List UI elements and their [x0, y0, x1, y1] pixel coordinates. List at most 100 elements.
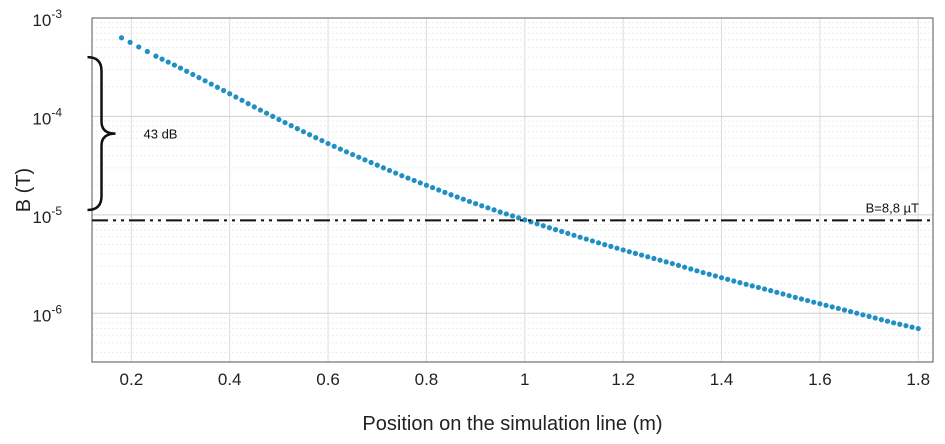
- y-tick-label: 10-4: [32, 105, 62, 128]
- reference-line-group: B=8,8 µT: [92, 200, 933, 222]
- data-point: [405, 175, 411, 181]
- data-point: [460, 196, 466, 202]
- plot-frame: [91, 17, 934, 363]
- data-point: [214, 84, 221, 90]
- data-point: [626, 249, 632, 255]
- data-point: [608, 243, 614, 249]
- data-point: [282, 119, 288, 126]
- data-point: [350, 151, 356, 158]
- x-tick-label: 1.6: [808, 370, 832, 389]
- data-point: [196, 75, 202, 81]
- data-point: [491, 207, 497, 213]
- data-point: [448, 192, 454, 198]
- reference-line-label: B=8,8 µT: [866, 200, 919, 215]
- data-point: [171, 62, 177, 68]
- data-point: [700, 269, 706, 276]
- data-point: [239, 97, 245, 103]
- data-point: [251, 104, 257, 110]
- data-point: [386, 167, 393, 174]
- data-point: [127, 39, 133, 45]
- data-point: [118, 35, 125, 41]
- data-point: [663, 259, 669, 265]
- data-point: [682, 264, 688, 270]
- data-point: [380, 165, 386, 171]
- data-point: [651, 255, 657, 262]
- data-point: [417, 180, 423, 186]
- x-tick-label: 1.8: [906, 370, 930, 389]
- data-point: [540, 223, 546, 229]
- data-point: [909, 324, 915, 330]
- data-point: [429, 185, 436, 191]
- data-point: [718, 275, 725, 281]
- y-tick-label: 10-6: [32, 302, 62, 325]
- x-tick-label: 0.2: [120, 370, 144, 389]
- y-tick-label: 10-3: [32, 7, 62, 30]
- data-point: [257, 107, 264, 113]
- x-tick-label: 1: [520, 370, 529, 389]
- data-point: [485, 205, 491, 211]
- data-point: [565, 230, 571, 237]
- data-point: [534, 221, 540, 227]
- data-point: [208, 81, 214, 87]
- data-point: [835, 305, 841, 312]
- data-point: [423, 182, 430, 188]
- data-point: [337, 146, 343, 152]
- data-point: [325, 140, 331, 147]
- data-point: [589, 238, 596, 244]
- data-point: [571, 232, 577, 238]
- data-point: [725, 276, 731, 282]
- x-axis-label: Position on the simulation line (m): [362, 413, 662, 435]
- data-point: [479, 203, 485, 209]
- data-point: [411, 177, 417, 184]
- data-series: [118, 35, 921, 332]
- x-tick-label: 0.8: [415, 370, 439, 389]
- data-point: [860, 312, 866, 318]
- data-point: [442, 189, 448, 195]
- data-point: [694, 268, 700, 274]
- data-point: [786, 293, 792, 299]
- data-point: [731, 278, 737, 284]
- data-point: [755, 284, 762, 291]
- data-point: [343, 149, 350, 155]
- data-point: [583, 236, 589, 242]
- data-point: [645, 254, 651, 260]
- data-point: [884, 318, 891, 324]
- data-point: [159, 56, 165, 62]
- data-point: [552, 227, 559, 233]
- data-point: [331, 143, 337, 149]
- data-point: [184, 68, 190, 74]
- data-point: [577, 234, 583, 240]
- y-tick-label: 10-5: [32, 204, 62, 227]
- data-point: [374, 162, 380, 168]
- data-point: [300, 129, 307, 135]
- data-point: [546, 225, 552, 231]
- data-point: [436, 187, 442, 193]
- data-point: [245, 101, 251, 107]
- data-point: [657, 257, 663, 263]
- data-point: [841, 307, 848, 313]
- data-point: [220, 87, 227, 94]
- data-point: [915, 325, 921, 332]
- data-point: [368, 159, 374, 166]
- data-point: [270, 113, 276, 119]
- data-point: [854, 310, 860, 316]
- data-point: [866, 313, 872, 319]
- data-point: [263, 110, 270, 116]
- data-point: [737, 280, 743, 286]
- data-point: [743, 281, 749, 287]
- data-point: [473, 201, 479, 207]
- data-point: [466, 198, 473, 205]
- data-point: [153, 53, 159, 59]
- data-point: [319, 137, 325, 144]
- data-point: [233, 94, 239, 100]
- data-point: [509, 213, 516, 219]
- data-point: [706, 271, 712, 277]
- x-tick-label: 0.4: [218, 370, 242, 389]
- data-point: [559, 228, 565, 235]
- data-point: [804, 297, 811, 304]
- data-point: [669, 260, 675, 267]
- data-point: [614, 245, 620, 251]
- data-point: [516, 215, 522, 221]
- data-point: [891, 320, 897, 326]
